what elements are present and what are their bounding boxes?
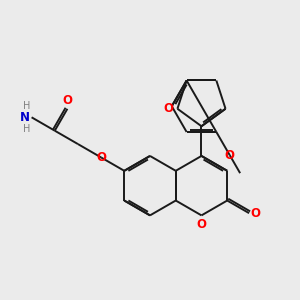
Text: O: O — [96, 151, 106, 164]
Text: O: O — [250, 207, 261, 220]
Text: N: N — [20, 111, 30, 124]
Text: O: O — [62, 94, 72, 107]
Text: H: H — [23, 124, 30, 134]
Text: O: O — [164, 102, 174, 115]
Text: H: H — [23, 101, 30, 111]
Text: O: O — [225, 148, 235, 162]
Text: O: O — [196, 218, 206, 231]
